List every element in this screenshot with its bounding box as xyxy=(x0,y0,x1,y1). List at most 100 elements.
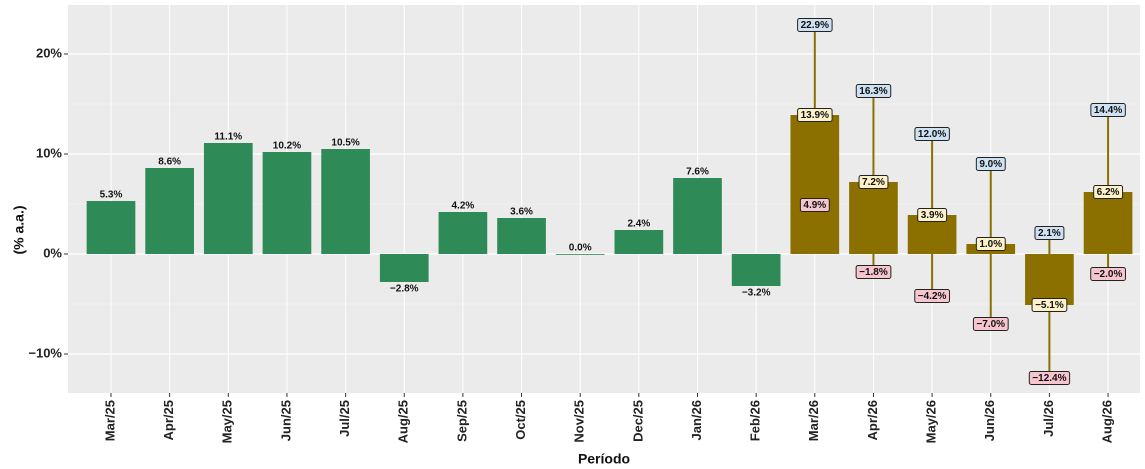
bar xyxy=(614,230,664,254)
x-tick-label: Aug/25 xyxy=(396,400,411,443)
x-tick-label: Oct/25 xyxy=(513,400,528,440)
x-tick-label: Mar/26 xyxy=(806,400,821,441)
marks: 5.3% 8.6% 11.1% 10.2% 10.5% −2.8% 4.2% 3.6% 0.0%… xyxy=(86,18,1133,385)
value-label: 14.4% xyxy=(1094,105,1122,116)
bar xyxy=(497,218,546,254)
x-tick-label: Dec/25 xyxy=(630,400,645,442)
label-box xyxy=(914,289,951,303)
box-label: 9.0% xyxy=(975,157,1006,171)
x-tick-label: Apr/25 xyxy=(161,400,176,440)
label-box xyxy=(1031,298,1068,312)
value-label: −5.1% xyxy=(1035,300,1064,311)
value-label: −2.0% xyxy=(1094,269,1123,280)
bar xyxy=(145,168,194,254)
x-tick-label: May/25 xyxy=(220,400,235,443)
bar xyxy=(1025,254,1074,305)
box-label: 22.9% xyxy=(797,18,833,32)
label-box xyxy=(917,208,948,222)
box-label: −7.0% xyxy=(972,317,1009,331)
bar xyxy=(86,201,136,254)
x-tick-label: Aug/26 xyxy=(1099,400,1114,443)
bar xyxy=(262,152,312,254)
value-label: −1.8% xyxy=(859,267,888,278)
y-tick-label: 0% xyxy=(43,245,62,260)
bar xyxy=(731,254,781,286)
x-tick-label: Mar/25 xyxy=(102,400,117,441)
bar xyxy=(438,212,488,254)
label-box xyxy=(914,127,950,141)
box-label: 14.4% xyxy=(1090,103,1126,117)
label-box xyxy=(855,84,892,98)
x-tick-label: Jun/26 xyxy=(982,400,997,441)
x-tick-label: Jan/26 xyxy=(689,400,704,440)
x-axis-title: Período xyxy=(578,451,630,467)
bar xyxy=(1083,192,1133,254)
value-label: −12.4% xyxy=(1032,373,1066,384)
value-label: 9.0% xyxy=(979,159,1002,170)
label-box xyxy=(1034,226,1065,240)
value-label: 7.2% xyxy=(862,177,885,188)
x-tick-label: Jun/25 xyxy=(278,400,293,441)
value-label: 5.3% xyxy=(100,190,123,201)
label-box xyxy=(975,157,1006,171)
label-box xyxy=(797,108,833,122)
bar xyxy=(790,115,840,254)
box-label: −2.0% xyxy=(1090,267,1126,281)
value-label: 3.9% xyxy=(921,210,944,221)
label-box xyxy=(1028,371,1071,385)
bar xyxy=(555,254,605,255)
bar xyxy=(379,254,429,282)
box-label: 4.9% xyxy=(799,198,830,212)
x-tick-label: Jul/26 xyxy=(1041,400,1056,437)
box-label: 1.0% xyxy=(975,237,1006,251)
label-box xyxy=(972,317,1009,331)
value-label: 4.2% xyxy=(452,201,475,212)
value-label: 12.0% xyxy=(918,129,946,140)
value-label: −7.0% xyxy=(976,319,1005,330)
x-tick-label: Apr/26 xyxy=(865,400,880,440)
box-label: 16.3% xyxy=(855,84,892,98)
value-label: 13.9% xyxy=(801,110,829,121)
value-label: 1.0% xyxy=(979,239,1002,250)
value-label: 4.9% xyxy=(803,200,826,211)
box-label: −5.1% xyxy=(1031,298,1068,312)
y-axis-title: (% a.a.) xyxy=(11,205,27,254)
bar xyxy=(321,149,370,254)
value-label: 11.1% xyxy=(214,132,242,143)
value-label: 2.4% xyxy=(627,219,650,230)
x-tick-label: Sep/25 xyxy=(454,400,469,442)
value-label: 10.2% xyxy=(273,141,301,152)
value-label: −4.2% xyxy=(918,291,947,302)
box-label: 2.1% xyxy=(1034,226,1065,240)
value-label: 8.6% xyxy=(158,157,181,168)
label-box xyxy=(858,175,889,189)
value-label: 10.5% xyxy=(331,138,359,149)
value-label: 22.9% xyxy=(801,20,829,31)
value-label: 3.6% xyxy=(510,207,533,218)
box-label: −4.2% xyxy=(914,289,951,303)
bar xyxy=(849,182,898,254)
value-label: −2.8% xyxy=(390,284,419,295)
value-label: 2.1% xyxy=(1038,228,1061,239)
bar xyxy=(203,143,253,254)
bar xyxy=(673,178,722,254)
value-label: −3.2% xyxy=(742,288,771,299)
label-box xyxy=(1093,185,1124,199)
label-box xyxy=(799,198,830,212)
y-tick-label: 20% xyxy=(36,45,62,60)
y-tick-label: 10% xyxy=(36,145,62,160)
label-box xyxy=(855,265,892,279)
x-tick-label: Jul/25 xyxy=(337,400,352,437)
box-label: 12.0% xyxy=(914,127,950,141)
label-box xyxy=(1090,267,1126,281)
label-box xyxy=(1090,103,1126,117)
box-label: 3.9% xyxy=(917,208,948,222)
value-label: 16.3% xyxy=(859,86,887,97)
label-box xyxy=(797,18,833,32)
y-tick-label: −10% xyxy=(28,345,62,360)
value-label: 0.0% xyxy=(569,243,592,254)
box-label: −1.8% xyxy=(855,265,892,279)
value-label: 7.6% xyxy=(686,167,709,178)
